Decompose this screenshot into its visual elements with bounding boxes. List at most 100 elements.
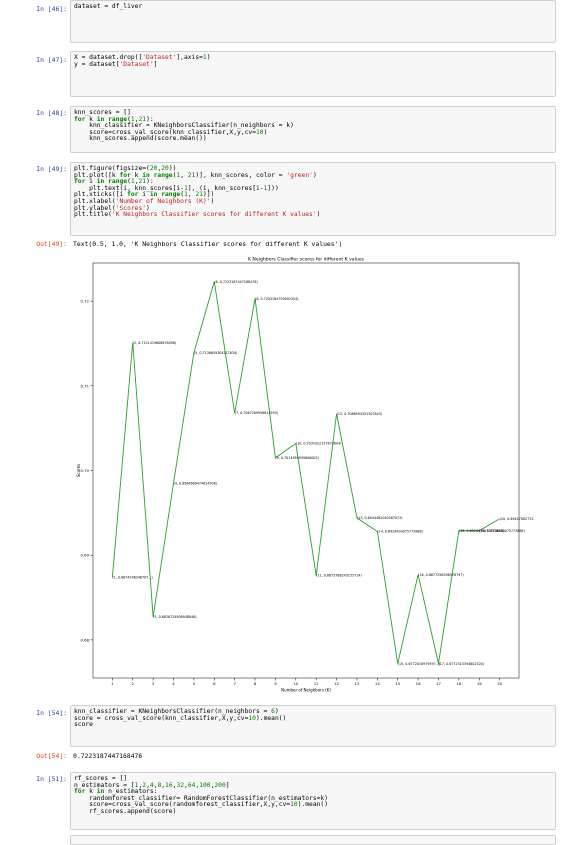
output-prompt: Out[49]: xyxy=(36,240,67,248)
code-token: 21 xyxy=(187,171,196,179)
code-token: ) xyxy=(210,197,215,205)
code-token: score = cross_val_score(knn_classifier,X… xyxy=(74,714,249,722)
x-tick-label: 11 xyxy=(314,681,319,686)
code-line: plt.plot([k for k in range(1, 21)], knn_… xyxy=(74,171,552,180)
x-tick-label: 13 xyxy=(355,681,360,686)
x-tick-label: 2 xyxy=(132,681,135,686)
code-token: n_estimators = [ xyxy=(74,781,135,789)
code-token: 20 xyxy=(149,165,158,172)
x-tick-label: 12 xyxy=(334,681,339,686)
code-token: 21 xyxy=(138,178,147,186)
point-label: (15, 0.6772016979597...) xyxy=(398,662,440,666)
code-token: )], knn_scores, color = xyxy=(195,171,287,179)
x-tick-label: 3 xyxy=(152,681,155,686)
code-token: plt.plot([k xyxy=(74,171,120,179)
code-token: ) xyxy=(316,211,321,219)
code-editor[interactable]: plt.figure(figsize=(20,20)) plt.plot([k f… xyxy=(70,162,556,236)
code-token: i xyxy=(138,191,150,199)
code-token: ( xyxy=(127,178,131,186)
chart-title: K Neighbors Classifier scores for differ… xyxy=(248,257,365,263)
code-token: , xyxy=(210,781,215,789)
code-line: knn_classifier = KNeighborsClassifier(n_… xyxy=(74,122,552,130)
code-token: 'Scores' xyxy=(115,204,147,212)
code-token: k xyxy=(130,171,143,179)
code-token: 'Dataset' xyxy=(119,60,154,68)
code-token: , xyxy=(187,191,196,199)
input-prompt: In [46]: xyxy=(36,5,67,13)
point-label: (14, 0.6928430075773888) xyxy=(377,530,423,534)
x-tick-label: 14 xyxy=(375,681,380,686)
code-token: ) xyxy=(312,171,317,179)
x-tick-label: 7 xyxy=(233,681,236,686)
code-token: for xyxy=(74,178,86,186)
code-token: plt.ylabel( xyxy=(74,204,116,212)
code-token: , xyxy=(146,781,150,789)
x-tick-label: 4 xyxy=(172,681,175,686)
code-editor[interactable]: X = dataset.drop(['Dataset'],axis=1) y = … xyxy=(70,51,556,97)
code-editor[interactable]: rf_scores = [] n_estimators = [1,2,4,8,16… xyxy=(70,772,556,830)
code-token: ): xyxy=(146,178,154,186)
point-label: (18, 0.6928430075773888) xyxy=(459,529,505,533)
code-token: ).mean() xyxy=(297,801,329,809)
point-label: (9, 0.7014959959806003) xyxy=(275,456,318,460)
output-prompt: Out[54]: xyxy=(36,752,67,760)
code-token: 1 xyxy=(183,191,188,199)
code-line: plt.figure(figsize=(20,20)) xyxy=(74,165,552,173)
code-token: , xyxy=(161,781,166,789)
code-token: score=cross_val_score(knn_classifier,X,y… xyxy=(74,128,256,136)
code-editor[interactable]: knn_scores = [] for k in range(1,21): knn… xyxy=(70,106,556,153)
code-token: 'Number of Neighbors (K)' xyxy=(115,197,211,205)
code-token: rf_scores.append(score) xyxy=(74,807,177,815)
code-line: for i in range(1,21): xyxy=(74,178,552,186)
code-token: for xyxy=(127,191,139,199)
code-token: knn_scores = [] xyxy=(74,109,131,116)
code-token: , xyxy=(134,115,139,123)
code-line: dataset = df_liver xyxy=(74,3,552,11)
code-line: n_estimators = [1,2,4,8,16,32,64,100,200… xyxy=(74,781,552,790)
code-token: 16 xyxy=(165,781,173,789)
code-token: 1 xyxy=(263,184,268,192)
code-token: 6 xyxy=(271,708,275,715)
code-token: rf_scores = [] xyxy=(74,775,128,782)
y-tick-label: 0.68 xyxy=(81,637,90,642)
code-token: ) xyxy=(274,708,279,715)
code-token: k xyxy=(85,788,97,796)
point-label: (20, 0.6942708273121289) xyxy=(500,517,534,521)
code-token: dataset = df_liver xyxy=(74,3,143,10)
point-label: (3, 0.6826724906948846) xyxy=(153,615,196,619)
code-token: in xyxy=(96,178,105,186)
y-tick-label: 0.72 xyxy=(81,299,90,304)
code-token: for xyxy=(74,115,86,123)
code-token: ( xyxy=(172,171,177,179)
code-token: n_estimators: xyxy=(104,788,158,796)
code-token: 10 xyxy=(290,801,298,809)
point-label: (7, 0.7067289958614593) xyxy=(235,411,278,415)
code-token: in xyxy=(142,171,150,179)
code-line: y = dataset['Dataset'] xyxy=(74,60,552,69)
code-token: ) xyxy=(146,204,150,212)
code-token: 1 xyxy=(183,184,188,192)
code-token: 64 xyxy=(187,781,196,789)
code-token: 20 xyxy=(161,165,169,172)
x-tick-label: 20 xyxy=(497,681,502,686)
point-label: (13, 0.6944482040587073) xyxy=(357,516,403,520)
code-token: knn_scores.append(score.mean()) xyxy=(74,135,207,143)
code-token: 21 xyxy=(195,191,203,199)
code-token: , xyxy=(157,165,162,172)
next-code-editor[interactable] xyxy=(70,835,556,845)
point-label: (4, 0.6984669474614508) xyxy=(174,481,217,485)
point-label: (1, 0.6874296348707...) xyxy=(112,575,152,579)
point-label: (8, 0.7203184759092354) xyxy=(255,297,298,301)
code-token: y = dataset[ xyxy=(74,60,120,68)
code-line: score xyxy=(74,721,552,729)
x-tick-label: 10 xyxy=(293,681,298,686)
code-token: score xyxy=(74,721,93,729)
code-token: 2 xyxy=(142,781,147,789)
code-editor[interactable]: dataset = df_liver xyxy=(70,0,556,43)
code-token: range xyxy=(108,115,128,123)
code-token: ] xyxy=(225,781,230,789)
output-text: Text(0.5, 1.0, 'K Neighbors Classifier s… xyxy=(73,240,343,248)
code-editor[interactable]: knn_classifier = KNeighborsClassifier(n_… xyxy=(70,705,556,747)
code-line: score=cross_val_score(knn_classifier,X,y… xyxy=(74,128,552,137)
point-label: (16, 0.6877296398378797) xyxy=(418,573,464,577)
